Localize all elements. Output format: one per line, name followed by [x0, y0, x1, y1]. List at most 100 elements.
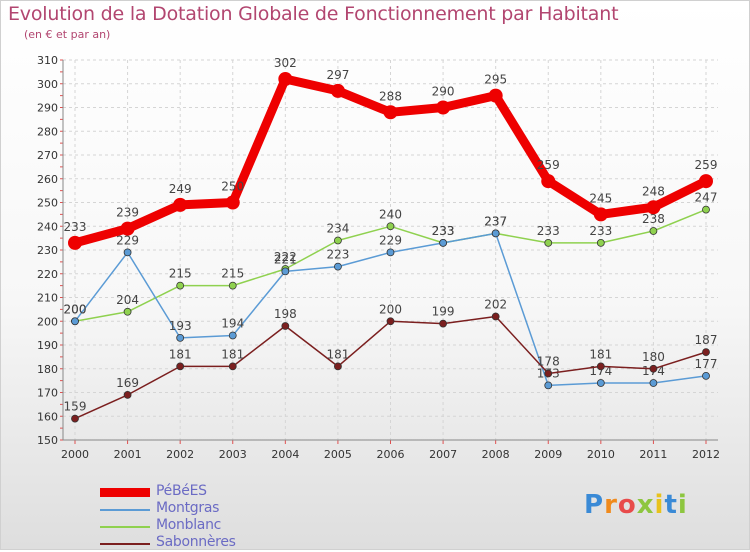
data-label-pebees: 245	[589, 191, 612, 205]
data-point-pebees	[225, 195, 240, 210]
legend-item-montgras: Montgras	[100, 500, 360, 518]
data-point-sabonneres	[596, 362, 605, 371]
x-tick-label: 2006	[377, 448, 405, 461]
x-tick-label: 2011	[639, 448, 667, 461]
data-label-sabonneres: 178	[537, 355, 560, 369]
data-label-pebees: 259	[695, 158, 718, 172]
y-tick-label: 200	[37, 315, 58, 328]
data-label-sabonneres: 181	[169, 347, 192, 361]
data-point-sabonneres	[281, 322, 290, 330]
y-tick-label: 170	[37, 387, 58, 400]
data-label-monblanc: 240	[379, 207, 402, 221]
x-tick-label: 2003	[219, 448, 247, 461]
data-point-montgras	[649, 379, 658, 387]
data-point-montgras	[491, 229, 500, 238]
x-tick-label: 2007	[429, 448, 457, 461]
data-point-pebees	[541, 174, 556, 189]
data-point-sabonneres	[439, 319, 447, 328]
data-point-montgras	[71, 317, 79, 326]
y-tick-label: 220	[37, 268, 58, 281]
y-tick-label: 230	[37, 244, 58, 257]
legend-swatch-monblanc	[100, 526, 150, 528]
y-tick-label: 190	[37, 339, 58, 352]
data-point-pebees	[330, 83, 345, 98]
data-label-sabonneres: 159	[64, 400, 87, 414]
chart-title: Evolution de la Dotation Globale de Fonc…	[8, 3, 619, 25]
data-point-monblanc	[649, 227, 658, 235]
data-point-sabonneres	[649, 364, 658, 373]
data-label-monblanc: 238	[642, 212, 665, 226]
data-label-pebees: 290	[432, 85, 455, 99]
y-tick-label: 250	[37, 197, 58, 210]
y-tick-label: 160	[37, 410, 58, 423]
data-point-sabonneres	[228, 362, 237, 371]
logo-letter: i	[677, 490, 688, 520]
data-point-montgras	[544, 381, 553, 390]
y-tick-label: 150	[37, 434, 58, 447]
data-point-sabonneres	[702, 348, 710, 357]
y-tick-label: 310	[37, 54, 58, 67]
y-tick-label: 290	[37, 102, 58, 115]
data-point-pebees	[278, 72, 293, 86]
data-label-pebees: 248	[642, 184, 665, 198]
data-point-pebees	[488, 88, 503, 103]
data-label-sabonneres: 199	[432, 305, 455, 319]
logo-letter: r	[604, 490, 618, 520]
data-point-monblanc	[176, 281, 185, 290]
data-point-montgras	[123, 248, 132, 257]
chart-subtitle: (en € et par an)	[24, 28, 111, 41]
data-point-pebees	[593, 207, 608, 222]
data-point-monblanc	[123, 307, 132, 316]
data-label-montgras: 194	[221, 317, 244, 331]
data-label-pebees: 233	[64, 220, 87, 234]
data-point-pebees	[699, 174, 713, 189]
data-point-montgras	[702, 371, 710, 380]
data-label-pebees: 295	[484, 73, 507, 87]
data-label-sabonneres: 202	[484, 298, 507, 312]
data-label-monblanc: 215	[169, 267, 192, 281]
x-tick-label: 2001	[114, 448, 142, 461]
series-pebees: 233 239 249 250 302 297 288 290 295 259 245 248 259	[64, 56, 718, 250]
data-label-monblanc: 247	[695, 191, 718, 205]
legend-item-sabonneres: Sabonnères	[100, 534, 360, 552]
data-label-montgras: 200	[64, 302, 87, 316]
data-label-montgras: 221	[274, 252, 297, 266]
data-label-pebees: 288	[379, 89, 402, 103]
proxiti-logo: Proxiti	[584, 490, 688, 520]
data-point-sabonneres	[544, 369, 553, 378]
logo-letter: o	[617, 490, 637, 520]
data-label-monblanc: 234	[326, 222, 349, 236]
x-tick-label: 2010	[587, 448, 615, 461]
data-label-monblanc: 237	[484, 214, 507, 228]
data-label-sabonneres: 181	[326, 347, 349, 361]
x-tick-label: 2002	[166, 448, 194, 461]
y-tick-label: 270	[37, 149, 58, 162]
data-point-sabonneres	[123, 390, 132, 399]
y-tick-label: 180	[37, 363, 58, 376]
data-point-monblanc	[334, 236, 342, 245]
legend-item-pebees: PéBéES	[100, 483, 360, 501]
x-tick-label: 2009	[534, 448, 562, 461]
data-label-sabonneres: 198	[274, 307, 297, 321]
data-point-monblanc	[544, 238, 553, 247]
legend-swatch-sabonneres	[100, 543, 150, 545]
data-point-sabonneres	[334, 362, 342, 371]
data-label-monblanc: 233	[432, 224, 455, 238]
data-label-sabonneres: 181	[221, 347, 244, 361]
logo-letter: t	[664, 490, 678, 520]
data-label-pebees: 250	[221, 180, 244, 194]
data-label-montgras: 233	[432, 224, 455, 238]
data-label-monblanc: 233	[589, 224, 612, 238]
data-point-monblanc	[596, 238, 605, 247]
data-point-sabonneres	[386, 317, 395, 326]
data-label-monblanc: 222	[274, 250, 297, 264]
y-tick-label: 300	[37, 78, 58, 91]
data-label-pebees: 239	[116, 206, 139, 220]
data-point-montgras	[334, 262, 342, 271]
legend-swatch-montgras	[100, 509, 150, 511]
y-tick-label: 210	[37, 292, 58, 305]
data-label-montgras: 237	[484, 214, 507, 228]
legend-swatch-pebees	[100, 488, 150, 497]
